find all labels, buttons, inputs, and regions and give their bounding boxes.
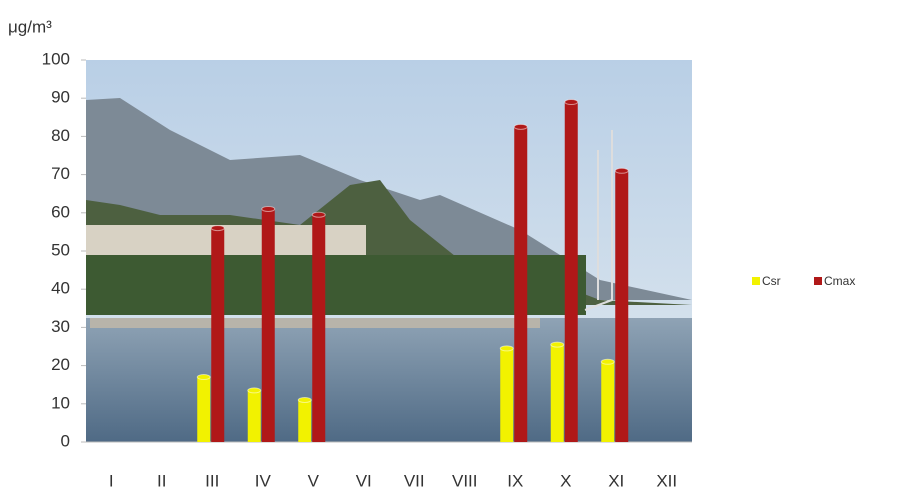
bar [514,126,528,442]
bar [298,399,312,442]
bar [247,390,261,442]
legend-swatch [752,277,760,285]
legend-label: Csr [762,274,781,288]
x-tick-label: I [109,471,114,490]
bar-top [311,211,326,218]
x-tick-label: VI [356,471,372,490]
bar [261,208,275,442]
x-tick-label: V [308,471,320,490]
y-axis-label: μg/m³ [8,17,52,36]
y-tick-label: 70 [51,164,70,183]
x-tick-label: VII [404,471,425,490]
y-tick-label: 40 [51,279,70,298]
x-tick-label: III [205,471,219,490]
bar [564,102,578,443]
x-tick-label: XI [608,471,624,490]
y-tick-label: 10 [51,393,70,412]
x-tick-label: IV [255,471,272,490]
y-tick-label: 20 [51,355,70,374]
x-tick-label: IX [507,471,523,490]
bar [615,170,629,442]
bar [211,228,225,442]
bar-top [600,358,615,365]
bar [601,361,615,442]
x-tick-label: VIII [452,471,478,490]
bar-top [196,374,211,381]
bar-top [210,225,225,232]
bar-top [261,205,276,212]
y-tick-label: 50 [51,240,70,259]
bar [500,348,514,442]
x-tick-label: II [157,471,166,490]
x-tick-label: X [560,471,571,490]
bar [550,344,564,442]
x-tick-label: XII [656,471,677,490]
y-tick-label: 60 [51,202,70,221]
bar-top [550,341,565,348]
y-tick-label: 100 [42,49,70,68]
bar-top [513,123,528,130]
y-tick-label: 30 [51,317,70,336]
bar [312,214,326,442]
y-tick-label: 80 [51,126,70,145]
plot-background [86,60,692,443]
bar-top [564,99,579,106]
bar-top [614,167,629,174]
bar-top [247,387,262,394]
y-tick-label: 90 [51,88,70,107]
bar-top [297,396,312,403]
legend-swatch [814,277,822,285]
legend-label: Cmax [824,274,855,288]
y-tick-label: 0 [61,431,70,450]
bar-top [499,345,514,352]
bar [197,377,211,442]
